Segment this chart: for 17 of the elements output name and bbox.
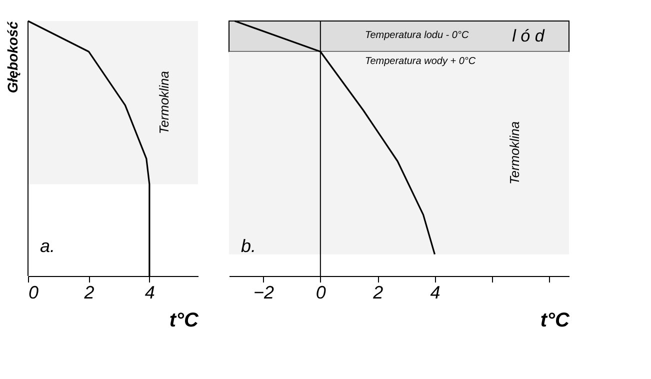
- y-axis-title: Głębokość: [4, 21, 20, 94]
- x-tick-label: 4: [144, 282, 155, 302]
- band-label: Termoklina: [507, 121, 522, 185]
- annotation: a.: [40, 236, 56, 256]
- annotation: Temperatura wody + 0°C: [365, 56, 476, 67]
- x-tick-label: 2: [372, 282, 384, 302]
- x-tick-label: −2: [254, 282, 274, 302]
- band-label: Termoklina: [156, 71, 172, 134]
- x-axis-title: t°C: [540, 310, 570, 332]
- x-axis-title: t°C: [169, 310, 200, 332]
- x-tick-label: 4: [430, 282, 440, 302]
- x-tick-label: 0: [316, 282, 326, 302]
- x-tick-label: 0: [28, 282, 39, 302]
- x-tick-label: 2: [83, 282, 94, 302]
- annotation: b.: [241, 236, 256, 256]
- band-label: l ó d: [512, 26, 545, 46]
- annotation: Temperatura lodu - 0°C: [365, 30, 470, 41]
